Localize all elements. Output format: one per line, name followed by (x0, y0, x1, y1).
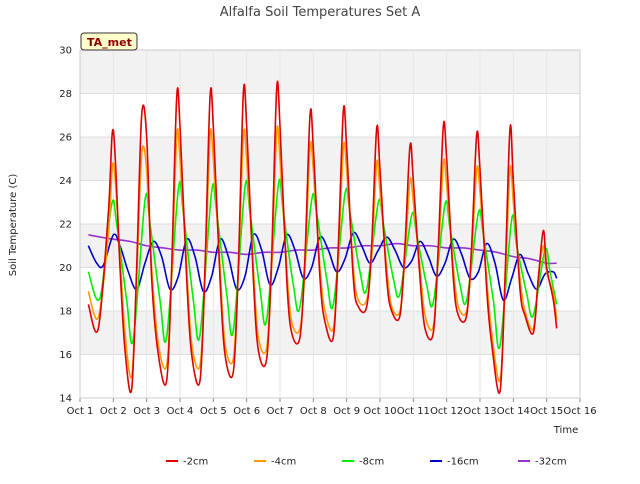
x-tick-label: Oct 16 (563, 406, 596, 417)
x-tick-label: Oct 13 (463, 406, 496, 417)
x-tick-label: Oct 9 (333, 406, 360, 417)
series-line-m2cm (87, 80, 558, 395)
x-tick-label: Oct 7 (267, 406, 294, 417)
y-tick-label: 24 (59, 176, 72, 187)
plot-band (80, 50, 580, 94)
legend-label: -16cm (447, 457, 479, 468)
station-badge-label: TA_met (87, 36, 132, 49)
x-axis-title: Time (553, 425, 578, 436)
station-badge-box (80, 32, 138, 51)
x-tick-label: Oct 5 (200, 406, 227, 417)
legend-label: -32cm (535, 457, 567, 468)
y-tick-label: 16 (59, 350, 72, 361)
legend-label: -8cm (359, 457, 384, 468)
legend-label: -2cm (183, 457, 208, 468)
legend: -2cm -4cm -8cm -16cm -32cm (166, 457, 567, 468)
x-tick-label: Oct 14 (497, 406, 530, 417)
y-axis-title: Soil Temperature (C) (8, 174, 19, 277)
axes: 14 16 18 20 22 24 26 28 30 Oct 1 Oct 2 Oct 3 Oct 4 Oc… (59, 46, 596, 418)
y-tick-label: 30 (59, 46, 72, 57)
plot-band (80, 137, 580, 181)
x-tick-label: Oct 8 (300, 406, 327, 417)
x-tick-label: Oct 11 (397, 406, 430, 417)
series-layer (87, 80, 558, 395)
y-tick-label: 20 (59, 263, 72, 274)
station-badge: TA_met (80, 32, 138, 51)
series-line-m16cm (87, 231, 558, 302)
x-tick-label: Oct 10 (363, 406, 396, 417)
x-tick-label: Oct 1 (67, 406, 94, 417)
x-tick-label: Oct 4 (167, 406, 194, 417)
x-tick-label: Oct 12 (430, 406, 463, 417)
y-tick-label: 28 (59, 89, 72, 100)
plot-frame (79, 49, 581, 399)
x-tick-label: Oct 6 (233, 406, 260, 417)
x-tick-label: Oct 3 (133, 406, 160, 417)
y-tick-label: 18 (59, 307, 72, 318)
x-tick-label: Oct 2 (100, 406, 127, 417)
y-tick-label: 14 (59, 394, 72, 405)
chart-title: Alfalfa Soil Temperatures Set A (220, 5, 421, 20)
legend-label: -4cm (271, 457, 296, 468)
y-tick-label: 26 (59, 133, 72, 144)
y-tick-label: 22 (59, 220, 72, 231)
x-tick-label: Oct 15 (530, 406, 563, 417)
